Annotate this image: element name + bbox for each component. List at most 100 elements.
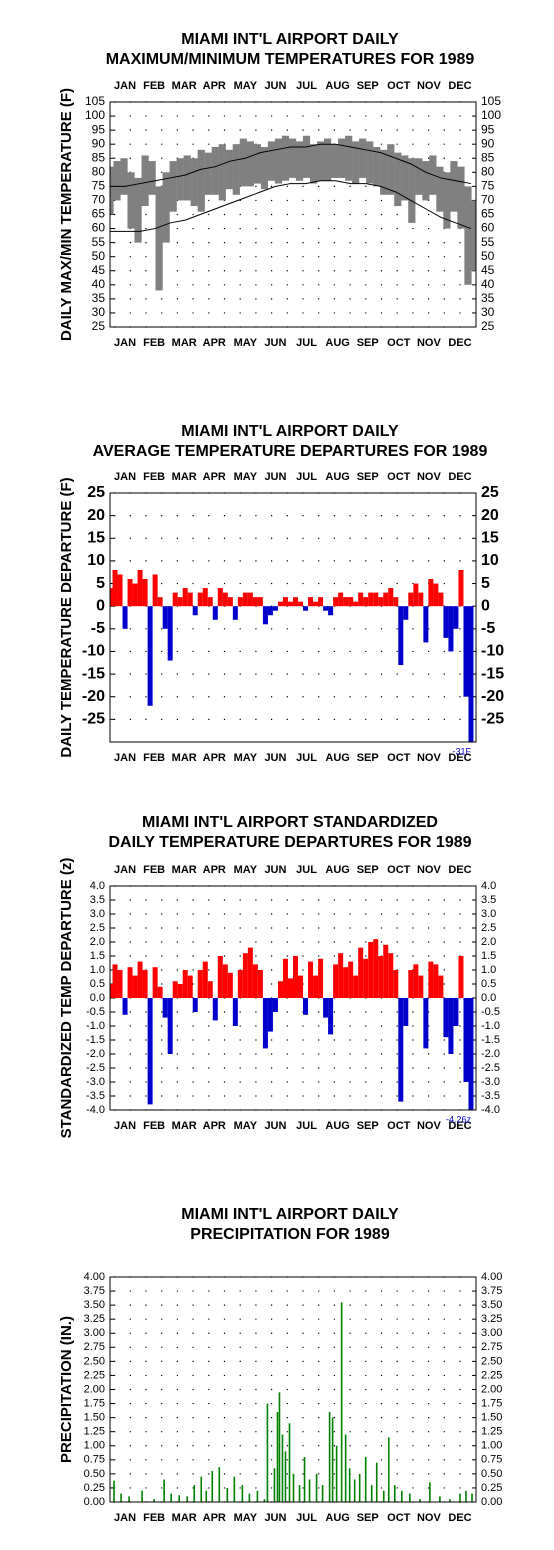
bar bbox=[202, 588, 208, 607]
bar bbox=[288, 1423, 291, 1502]
x-tick-label-top: OCT bbox=[387, 471, 411, 483]
x-tick-label: MAR bbox=[172, 1120, 197, 1132]
bar bbox=[207, 981, 213, 998]
daily-range bbox=[373, 147, 381, 187]
bar bbox=[398, 998, 404, 1102]
y-tick-label-right: -25 bbox=[481, 711, 504, 728]
y-tick-label-right: 0.0 bbox=[481, 992, 496, 1004]
bar bbox=[232, 606, 238, 620]
y-tick-label: 1.75 bbox=[84, 1397, 105, 1409]
x-tick-label-top: AUG bbox=[325, 471, 349, 483]
bar bbox=[419, 1499, 421, 1502]
y-tick-label-right: 35 bbox=[481, 291, 495, 305]
y-tick-label: 3.50 bbox=[84, 1299, 105, 1311]
y-tick-label: 75 bbox=[92, 179, 106, 193]
bar bbox=[423, 606, 429, 643]
bar bbox=[192, 998, 198, 1012]
y-tick-label-right: 1.75 bbox=[481, 1397, 502, 1409]
y-tick-label-right: -3.5 bbox=[481, 1090, 500, 1102]
daily-range bbox=[450, 161, 458, 212]
daily-range bbox=[274, 138, 283, 184]
bar bbox=[353, 601, 359, 607]
daily-range bbox=[113, 161, 121, 201]
x-tick-label: SEP bbox=[357, 752, 379, 764]
x-tick-label: DEC bbox=[448, 1120, 471, 1132]
y-tick-label: 2.5 bbox=[90, 922, 105, 934]
bar bbox=[343, 597, 349, 607]
y-tick-label: 0.50 bbox=[84, 1468, 105, 1480]
bar bbox=[323, 606, 329, 611]
x-tick-label: JUL bbox=[296, 1120, 317, 1132]
y-tick-label: 35 bbox=[92, 291, 106, 305]
daily-range bbox=[352, 141, 360, 184]
bar bbox=[459, 1493, 461, 1502]
bar bbox=[202, 961, 208, 998]
y-axis-label: PRECIPITATION (IN.) bbox=[58, 1316, 75, 1463]
y-tick-label-right: 1.50 bbox=[481, 1412, 502, 1424]
y-tick-label-right: 105 bbox=[481, 94, 501, 108]
bar bbox=[418, 592, 424, 607]
y-tick-label: 60 bbox=[92, 221, 106, 235]
y-tick-label: 1.5 bbox=[90, 950, 105, 962]
x-tick-label-top: JAN bbox=[114, 471, 136, 483]
bar bbox=[132, 975, 138, 998]
y-tick-label-right: 2.50 bbox=[481, 1355, 502, 1367]
x-tick-label-top: MAY bbox=[234, 80, 258, 92]
bar bbox=[298, 601, 304, 607]
bar bbox=[438, 592, 444, 607]
bar bbox=[333, 597, 339, 607]
bar bbox=[182, 588, 188, 607]
daily-range bbox=[422, 161, 430, 201]
bar bbox=[388, 588, 394, 607]
x-tick-label: OCT bbox=[387, 337, 411, 349]
chart-title: MIAMI INT'L AIRPORT DAILY bbox=[181, 1206, 399, 1223]
bar bbox=[358, 1473, 361, 1502]
y-tick-label: -5 bbox=[91, 620, 105, 637]
bar bbox=[463, 606, 469, 697]
bar bbox=[363, 958, 369, 998]
y-tick-label-right: 55 bbox=[481, 235, 495, 249]
daily-range bbox=[239, 138, 247, 187]
bar bbox=[277, 601, 283, 607]
y-tick-label-right: -5 bbox=[481, 620, 495, 637]
bar bbox=[127, 967, 133, 998]
bar bbox=[368, 942, 374, 998]
annotation: -4.26z bbox=[446, 1114, 472, 1124]
bar bbox=[408, 592, 414, 607]
x-tick-label: OCT bbox=[387, 1120, 411, 1132]
y-tick-label-right: 2.5 bbox=[481, 922, 496, 934]
x-tick-label: NOV bbox=[417, 337, 442, 349]
x-tick-label-top: JUL bbox=[296, 80, 317, 92]
bar bbox=[465, 1490, 467, 1502]
bar bbox=[448, 606, 454, 652]
bar bbox=[112, 964, 118, 998]
y-tick-label: 0.00 bbox=[84, 1496, 105, 1508]
bar bbox=[142, 579, 148, 607]
x-tick-label: DEC bbox=[448, 752, 471, 764]
x-tick-label-top: MAY bbox=[234, 864, 258, 876]
daily-range bbox=[183, 155, 191, 201]
bar bbox=[281, 1434, 284, 1502]
y-tick-label: 0.75 bbox=[84, 1454, 105, 1466]
normal-line bbox=[110, 180, 472, 232]
y-tick-label-right: -2.5 bbox=[481, 1062, 500, 1074]
daily-range bbox=[246, 141, 254, 187]
bar bbox=[383, 592, 389, 607]
normal-line bbox=[110, 143, 472, 187]
plot-area bbox=[110, 135, 476, 291]
bar bbox=[393, 1485, 396, 1502]
y-axis-label: STANDARDIZED TEMP DEPARTURE (z) bbox=[58, 858, 75, 1139]
y-tick-label: 85 bbox=[92, 150, 106, 164]
bar bbox=[400, 1490, 403, 1502]
daily-range bbox=[408, 158, 416, 223]
y-tick-label: 3.00 bbox=[84, 1327, 105, 1339]
bar bbox=[272, 606, 278, 611]
bar bbox=[433, 964, 439, 998]
y-tick-label-right: 0.50 bbox=[481, 1468, 502, 1480]
y-tick-label: 5 bbox=[96, 575, 105, 592]
bar bbox=[278, 1392, 281, 1502]
y-tick-label-right: 100 bbox=[481, 108, 501, 122]
bar bbox=[177, 984, 183, 998]
x-tick-label: AUG bbox=[325, 337, 349, 349]
daily-range bbox=[359, 138, 367, 178]
